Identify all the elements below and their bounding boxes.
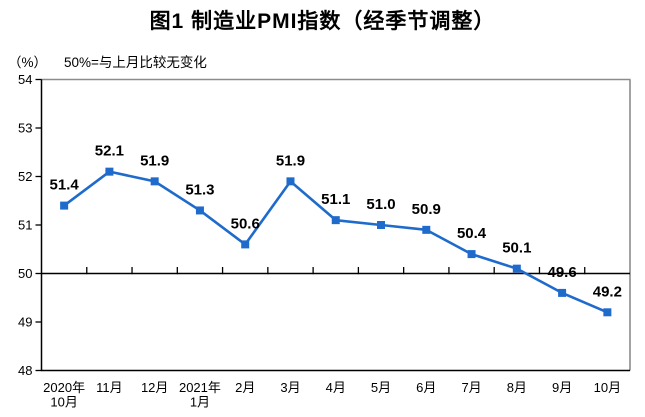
x-tick-label: 4月 — [326, 380, 346, 395]
x-tick-label: 3月 — [280, 380, 300, 395]
x-tick-label: 10月 — [594, 380, 621, 395]
data-point-marker — [603, 308, 612, 317]
data-point-label: 50.1 — [502, 240, 531, 257]
y-tick-label: 54 — [18, 72, 32, 87]
data-point-label: 49.2 — [593, 283, 622, 300]
x-tick-label: 12月 — [141, 380, 168, 395]
data-point-marker — [331, 216, 340, 225]
data-point-marker — [195, 206, 204, 215]
data-point-label: 49.6 — [547, 264, 576, 281]
x-tick-label: 2月 — [235, 380, 255, 395]
y-tick-label: 49 — [18, 315, 32, 330]
x-tick-label: 11月 — [96, 380, 123, 395]
data-point-label: 51.1 — [321, 191, 350, 208]
data-point-label: 51.9 — [140, 152, 169, 169]
data-point-label: 52.1 — [95, 143, 124, 160]
data-point-marker — [286, 177, 295, 186]
data-point-label: 51.4 — [50, 177, 80, 194]
data-point-label: 51.0 — [366, 196, 395, 213]
data-point-label: 51.9 — [276, 152, 305, 169]
x-tick-label: 1月 — [190, 395, 210, 410]
data-point-marker — [467, 250, 476, 259]
x-tick-label: 2020年 — [43, 380, 85, 395]
data-point-marker — [512, 264, 521, 273]
data-point-marker — [150, 177, 159, 186]
x-tick-label: 10月 — [50, 395, 77, 410]
data-point-marker — [377, 221, 386, 229]
data-point-marker — [60, 201, 69, 210]
y-tick-label: 50 — [18, 266, 32, 281]
data-point-label: 50.4 — [457, 225, 487, 242]
chart-subtitle-row: （%） 50%=与上月比较无变化 — [8, 51, 207, 71]
y-tick-label: 51 — [18, 218, 32, 233]
x-tick-label: 5月 — [371, 380, 391, 395]
x-tick-label: 2021年 — [179, 380, 221, 395]
data-point-marker — [558, 288, 567, 297]
data-point-label: 50.9 — [412, 201, 441, 218]
x-tick-label: 8月 — [507, 380, 527, 395]
y-tick-label: 48 — [18, 363, 32, 378]
y-tick-label: 53 — [18, 121, 32, 136]
data-point-label: 51.3 — [185, 181, 214, 198]
data-point-marker — [422, 225, 431, 234]
x-tick-label: 6月 — [416, 380, 436, 395]
data-point-marker — [241, 240, 250, 249]
data-point-marker — [105, 167, 114, 176]
x-tick-label: 7月 — [461, 380, 481, 395]
y-axis-unit-label: （%） — [8, 55, 48, 70]
chart-title: 图1 制造业PMI指数（经季节调整） — [149, 10, 496, 33]
y-tick-label: 52 — [18, 169, 32, 184]
x-tick-label: 9月 — [552, 380, 572, 395]
data-point-label: 50.6 — [231, 215, 260, 232]
axis-note-label: 50%=与上月比较无变化 — [64, 55, 207, 70]
